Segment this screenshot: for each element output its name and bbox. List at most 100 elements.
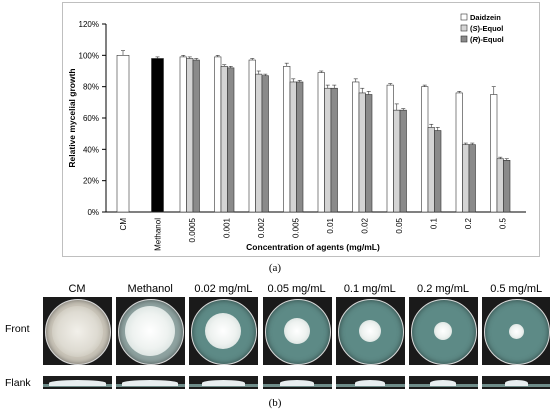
x-tick-label: 0.0005 xyxy=(188,217,197,242)
column-title: 0.5 mg/mL xyxy=(490,283,543,295)
fungal-colony xyxy=(205,313,242,349)
y-tick-label: 20% xyxy=(83,177,99,186)
column-title: Methanol xyxy=(127,283,173,295)
flank-photo xyxy=(116,376,186,389)
colony-profile xyxy=(122,380,179,386)
x-tick-label: 0.5 xyxy=(499,217,508,229)
x-tick-label: 0.1 xyxy=(430,217,439,229)
bar-series-1 xyxy=(386,84,394,213)
column-title: 0.05 mg/mL xyxy=(267,283,326,295)
y-tick-label: 40% xyxy=(83,145,99,154)
bar-series-1 xyxy=(352,81,360,213)
y-tick-label: 120% xyxy=(79,20,99,29)
y-tick-label: 80% xyxy=(83,83,99,92)
bar-series-2 xyxy=(324,87,332,213)
fungal-colony xyxy=(51,305,103,357)
bar-methanol xyxy=(151,58,164,213)
petri-plate-photo xyxy=(335,297,405,365)
flank-photo xyxy=(43,376,112,389)
x-tick-label: 0.005 xyxy=(292,217,301,238)
bar-cm xyxy=(116,55,130,213)
petri-plate-photo xyxy=(189,297,259,365)
bar-series-3 xyxy=(227,67,235,213)
petri-plate-photo xyxy=(116,297,186,365)
x-tick-label: 0.001 xyxy=(223,217,232,238)
bar-series-1 xyxy=(283,65,291,213)
x-tick-label: 0.002 xyxy=(257,217,266,238)
bar-series-2 xyxy=(496,158,504,213)
bar-series-2 xyxy=(393,109,401,213)
flank-photo xyxy=(482,376,550,389)
column-title: 0.1 mg/mL xyxy=(343,283,396,295)
bar-series-1 xyxy=(455,92,463,213)
y-tick-label: 60% xyxy=(83,114,99,123)
panel-b-label: (b) xyxy=(268,397,282,409)
column-title: 0.2 mg/mL xyxy=(417,283,469,295)
x-tick-label: 0.01 xyxy=(326,217,335,233)
bar-series-2 xyxy=(255,73,263,213)
fungal-colony xyxy=(508,323,524,339)
colony-profile xyxy=(279,380,314,386)
colony-profile xyxy=(201,380,245,386)
x-tick-label: CM xyxy=(119,218,128,231)
petri-plate-photo xyxy=(43,297,112,365)
y-axis-label: Relative mycelial growth xyxy=(67,68,77,167)
y-tick-label: 100% xyxy=(79,51,99,60)
bar-series-1 xyxy=(214,56,222,213)
bar-series-2 xyxy=(462,144,470,213)
flank-photo xyxy=(262,376,332,389)
bar-series-2 xyxy=(358,92,366,213)
bar-series-1 xyxy=(490,94,498,213)
bar-series-1 xyxy=(421,86,429,213)
colony-profile xyxy=(504,380,528,386)
bar-series-2 xyxy=(186,58,194,213)
colony-profile xyxy=(354,380,385,386)
bar-series-3 xyxy=(434,130,442,213)
flank-photo xyxy=(335,376,405,389)
bar-series-3 xyxy=(192,59,200,213)
bar-series-3 xyxy=(503,160,511,213)
x-tick-label: 0.2 xyxy=(464,217,473,229)
fungal-colony xyxy=(434,322,452,340)
petri-plate-photo xyxy=(262,297,332,365)
x-tick-label: Methanol xyxy=(154,218,163,251)
bar-series-1 xyxy=(248,59,256,213)
row-label-front: Front xyxy=(5,323,30,335)
fungal-colony xyxy=(358,320,381,342)
flank-photo xyxy=(409,376,478,389)
x-tick-label: 0.05 xyxy=(395,217,404,233)
colony-profile xyxy=(430,380,456,386)
legend-label: (R)-Equol xyxy=(470,35,504,44)
bar-series-2 xyxy=(289,81,297,213)
fungal-colony xyxy=(125,306,176,356)
bar-series-2 xyxy=(220,65,228,213)
bar-series-1 xyxy=(317,72,325,213)
legend-swatch xyxy=(460,13,468,21)
bar-series-3 xyxy=(399,109,407,213)
chart-panel: 0% 20% 40% 60% 80% 100% 120% Relative mycelial … xyxy=(62,2,540,257)
bar-series-1 xyxy=(179,56,187,213)
legend-label: Daidzein xyxy=(470,13,501,22)
flank-photo xyxy=(189,376,259,389)
petri-plate-photo xyxy=(409,297,478,365)
bar-series-3 xyxy=(261,75,269,213)
legend-swatch xyxy=(460,24,468,32)
petri-plate-photo xyxy=(482,297,550,365)
bar-series-3 xyxy=(468,144,476,213)
column-title: 0.02 mg/mL xyxy=(194,283,253,295)
x-tick-label: 0.02 xyxy=(361,217,370,233)
x-axis-label: Concentration of agents (mg/mL) xyxy=(246,242,380,252)
bar-chart: 0% 20% 40% 60% 80% 100% 120% Relative mycelial … xyxy=(67,13,526,252)
column-title: CM xyxy=(68,283,86,295)
bar-series-2 xyxy=(427,127,435,213)
y-tick-label: 0% xyxy=(87,208,99,217)
colony-profile xyxy=(48,380,106,386)
bar-series-3 xyxy=(330,87,338,213)
bar-series-3 xyxy=(296,81,304,213)
bar-series-3 xyxy=(365,94,373,213)
panel-a-label: (a) xyxy=(268,262,282,274)
fungal-colony xyxy=(283,318,310,344)
legend-swatch xyxy=(460,35,468,43)
row-label-flank: Flank xyxy=(5,377,31,389)
legend-label: (S)-Equol xyxy=(470,24,503,33)
